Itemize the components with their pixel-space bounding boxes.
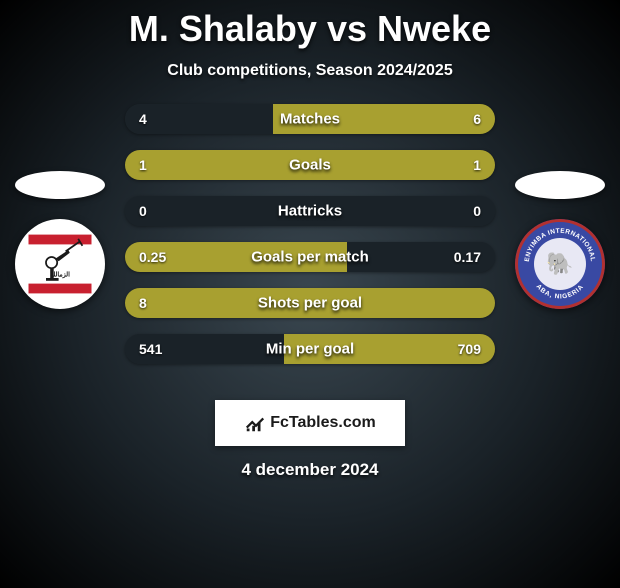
svg-text:الزمالك: الزمالك <box>50 272 70 279</box>
vs-text: vs <box>327 8 367 49</box>
stat-row: 0 0 Hattricks <box>125 196 495 226</box>
stat-left-value: 4 <box>139 111 147 127</box>
stat-row: 8 Shots per goal <box>125 288 495 318</box>
country-flag-right <box>515 171 605 199</box>
watermark: FcTables.com <box>215 400 405 446</box>
zamalek-icon: الزمالك <box>25 229 95 299</box>
stat-row: 4 6 Matches <box>125 104 495 134</box>
stat-left-value: 0 <box>139 203 147 219</box>
stat-left-value: 8 <box>139 295 147 311</box>
stat-left-value: 1 <box>139 157 147 173</box>
stat-left-value: 0.25 <box>139 249 166 265</box>
stat-left-value: 541 <box>139 341 162 357</box>
stat-right-value: 0 <box>473 203 481 219</box>
stat-right-value: 709 <box>458 341 481 357</box>
stat-bars: 4 6 Matches 1 1 Goals 0 0 Hattricks 0.25 0.17 Goals… <box>125 100 495 364</box>
elephant-icon: 🐘 <box>534 238 586 290</box>
watermark-text: FcTables.com <box>270 414 376 432</box>
player2-name: Nweke <box>377 8 491 49</box>
country-flag-left <box>15 171 105 199</box>
stat-row: 1 1 Goals <box>125 150 495 180</box>
subtitle: Club competitions, Season 2024/2025 <box>0 62 620 80</box>
date-text: 4 december 2024 <box>0 460 620 480</box>
stat-label: Matches <box>280 111 340 128</box>
left-side: الزمالك <box>10 171 110 309</box>
stat-label: Min per goal <box>266 341 354 358</box>
comparison-content: الزمالك ENYIMBA INTERNATIONAL ABA, NIGER… <box>0 100 620 380</box>
stat-right-value: 1 <box>473 157 481 173</box>
club-logo-right: ENYIMBA INTERNATIONAL ABA, NIGERIA 🐘 <box>515 219 605 309</box>
stat-row: 0.25 0.17 Goals per match <box>125 242 495 272</box>
stat-label: Hattricks <box>278 203 342 220</box>
right-side: ENYIMBA INTERNATIONAL ABA, NIGERIA 🐘 <box>510 171 610 309</box>
stat-right-value: 6 <box>473 111 481 127</box>
page-title: M. Shalaby vs Nweke <box>0 8 620 50</box>
stat-right-value: 0.17 <box>454 249 481 265</box>
stat-label: Goals <box>289 157 331 174</box>
club-logo-left: الزمالك <box>15 219 105 309</box>
stat-label: Shots per goal <box>258 295 362 312</box>
stat-label: Goals per match <box>251 249 369 266</box>
player1-name: M. Shalaby <box>129 8 317 49</box>
stat-row: 541 709 Min per goal <box>125 334 495 364</box>
chart-icon <box>244 412 266 434</box>
